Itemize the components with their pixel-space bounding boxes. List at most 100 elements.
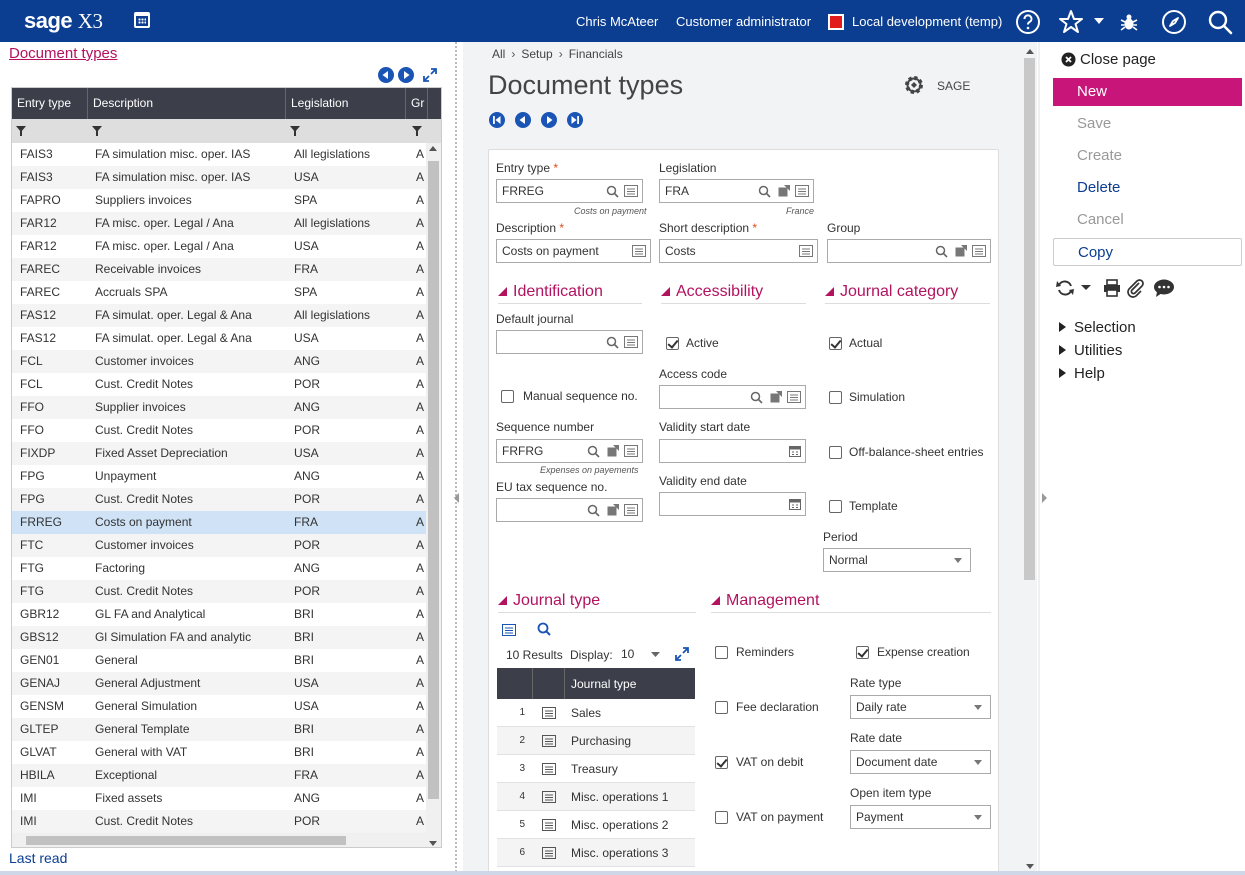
star-icon[interactable] [1058, 9, 1084, 35]
first-record-icon[interactable] [489, 112, 505, 128]
search-icon[interactable] [606, 336, 619, 349]
column-header-description[interactable]: Description [88, 88, 286, 119]
chevron-down-icon[interactable] [651, 652, 660, 658]
open-link-icon[interactable] [607, 504, 619, 516]
detail-icon[interactable] [542, 763, 556, 775]
collapse-triangle-icon[interactable] [661, 287, 670, 296]
right-splitter[interactable] [1038, 42, 1048, 875]
search-icon[interactable] [1207, 9, 1233, 35]
table-row[interactable]: GBS12 Gl Simulation FA and analytic BRI A [12, 626, 428, 649]
expand-icon[interactable] [423, 68, 437, 82]
table-row[interactable]: FAIS3 FA simulation misc. oper. IAS USA A [12, 166, 428, 189]
chevron-down-icon[interactable] [1081, 285, 1091, 291]
main-vertical-scrollbar[interactable] [1023, 46, 1037, 872]
journal-type-row[interactable]: 5 Misc. operations 2 [497, 811, 695, 839]
sage-logo[interactable]: sage X3 [24, 8, 103, 34]
default-journal-field[interactable] [496, 330, 643, 354]
breadcrumb-financials[interactable]: Financials [568, 47, 623, 61]
create-button[interactable]: Create [1077, 147, 1123, 164]
detail-icon[interactable] [799, 245, 813, 257]
help-icon[interactable] [1015, 9, 1041, 35]
calendar-icon[interactable] [789, 445, 801, 457]
table-row[interactable]: FAS12 FA simulat. oper. Legal & Ana USA A [12, 327, 428, 350]
table-row[interactable]: FAR12 FA misc. oper. Legal / Ana All legis… [12, 212, 428, 235]
detail-icon[interactable] [787, 391, 801, 403]
expand-icon[interactable] [675, 647, 689, 661]
detail-icon[interactable] [795, 185, 809, 197]
reminders-checkbox[interactable] [715, 646, 728, 659]
user-role[interactable]: Customer administrator [676, 14, 812, 29]
table-row[interactable]: FCL Cust. Credit Notes POR A [12, 373, 428, 396]
table-row[interactable]: FIXDP Fixed Asset Depreciation USA A [12, 442, 428, 465]
collapse-triangle-icon[interactable] [498, 287, 507, 296]
collapse-triangle-icon[interactable] [825, 287, 834, 296]
table-row[interactable]: GENAJ General Adjustment USA A [12, 672, 428, 695]
search-icon[interactable] [537, 622, 551, 636]
scrollbar-thumb[interactable] [26, 836, 346, 845]
table-row[interactable]: FPG Unpayment ANG A [12, 465, 428, 488]
table-row[interactable]: FRREG Costs on payment FRA A [12, 511, 428, 534]
collapse-right-icon[interactable] [1040, 492, 1048, 504]
table-row[interactable]: HBILA Exceptional FRA A [12, 764, 428, 787]
table-row[interactable]: FAPRO Suppliers invoices SPA A [12, 189, 428, 212]
group-field[interactable] [827, 239, 991, 263]
close-icon[interactable] [1061, 52, 1076, 67]
print-icon[interactable] [1103, 279, 1121, 297]
table-row[interactable]: GLVAT General with VAT BRI A [12, 741, 428, 764]
table-row[interactable]: FAS12 FA simulat. oper. Legal & Ana All le… [12, 304, 428, 327]
table-row[interactable]: FFO Supplier invoices ANG A [12, 396, 428, 419]
open-link-icon[interactable] [607, 445, 619, 457]
gear-icon[interactable] [902, 73, 926, 97]
actual-checkbox[interactable] [829, 337, 842, 350]
table-row[interactable]: FTC Customer invoices POR A [12, 534, 428, 557]
table-row[interactable]: FFO Cust. Credit Notes POR A [12, 419, 428, 442]
collapse-triangle-icon[interactable] [498, 596, 507, 605]
scroll-up-icon[interactable] [429, 146, 437, 151]
delete-button[interactable]: Delete [1077, 179, 1121, 196]
previous-icon[interactable] [378, 67, 394, 83]
filter-icon[interactable] [92, 126, 102, 136]
table-row[interactable]: FAIS3 FA simulation misc. oper. IAS All le… [12, 143, 428, 166]
collapse-triangle-icon[interactable] [711, 596, 720, 605]
compass-icon[interactable] [1161, 9, 1187, 35]
manual-sequence-checkbox[interactable] [501, 390, 514, 403]
grid-horizontal-scrollbar[interactable] [12, 833, 428, 847]
rate-date-select[interactable]: Document date [850, 750, 991, 774]
detail-icon[interactable] [542, 707, 556, 719]
last-record-icon[interactable] [567, 112, 583, 128]
filter-icon[interactable] [16, 126, 26, 136]
copy-button[interactable]: Copy [1053, 238, 1242, 266]
filter-icon[interactable] [290, 126, 300, 136]
last-read-link[interactable]: Last read [9, 850, 68, 866]
open-item-type-select[interactable]: Payment [850, 805, 991, 829]
vat-payment-checkbox[interactable] [715, 811, 728, 824]
table-row[interactable]: GBR12 GL FA and Analytical BRI A [12, 603, 428, 626]
menu-selection[interactable]: Selection [1059, 319, 1136, 336]
table-row[interactable]: GEN01 General BRI A [12, 649, 428, 672]
detail-icon[interactable] [502, 624, 516, 636]
detail-icon[interactable] [624, 336, 638, 348]
eu-tax-sequence-field[interactable] [496, 498, 643, 522]
detail-icon[interactable] [632, 245, 646, 257]
journal-type-row[interactable]: 2 Purchasing [497, 727, 695, 755]
vat-debit-checkbox[interactable] [715, 756, 728, 769]
scroll-down-icon[interactable] [429, 841, 437, 846]
detail-icon[interactable] [624, 504, 638, 516]
detail-icon[interactable] [542, 735, 556, 747]
table-row[interactable]: FTG Factoring ANG A [12, 557, 428, 580]
attachment-icon[interactable] [1125, 278, 1145, 298]
table-row[interactable]: FAREC Receivable invoices FRA A [12, 258, 428, 281]
section-management[interactable]: Management [711, 592, 991, 613]
journal-type-row[interactable]: 3 Treasury [497, 755, 695, 783]
simulation-checkbox[interactable] [829, 391, 842, 404]
section-journal-type[interactable]: Journal type [498, 592, 696, 613]
search-icon[interactable] [750, 391, 763, 404]
user-name[interactable]: Chris McAteer [576, 14, 659, 29]
search-icon[interactable] [587, 445, 600, 458]
search-icon[interactable] [606, 185, 619, 198]
section-accessibility[interactable]: Accessibility [661, 283, 806, 304]
description-field[interactable]: Costs on payment [496, 239, 651, 263]
previous-record-icon[interactable] [515, 112, 531, 128]
active-checkbox[interactable] [666, 337, 679, 350]
table-row[interactable]: FAREC Accruals SPA SPA A [12, 281, 428, 304]
